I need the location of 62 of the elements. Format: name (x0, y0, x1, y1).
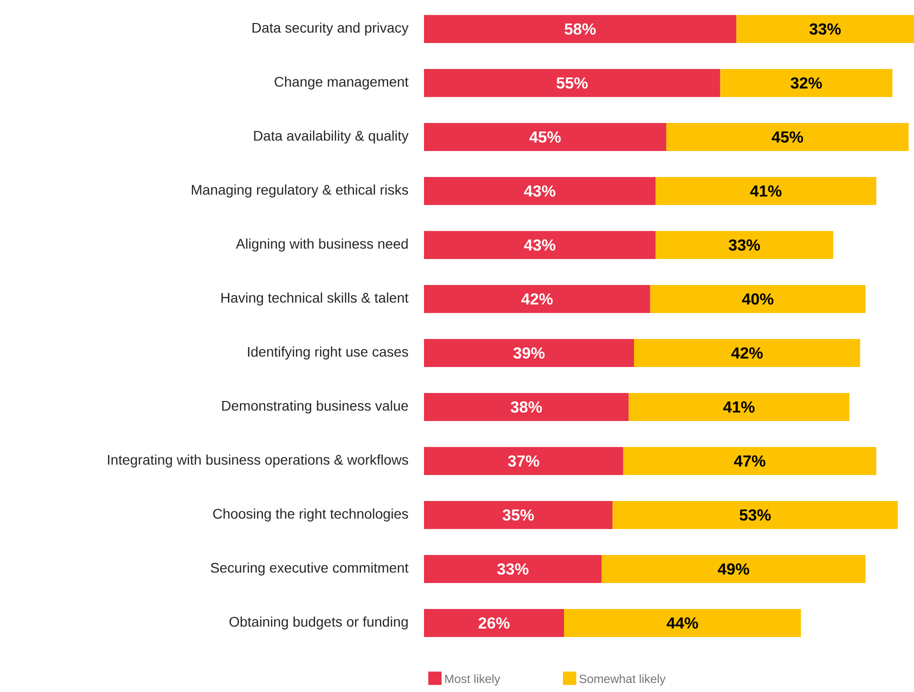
y-tick-label: Data availability & quality (254, 130, 409, 144)
data-label: 40% (742, 293, 774, 305)
bar (623, 446, 876, 475)
data-label: 37% (508, 455, 540, 467)
data-label: 53% (740, 509, 771, 521)
bar (424, 608, 564, 637)
bar (564, 608, 801, 637)
bar (424, 500, 612, 529)
bar (424, 554, 602, 583)
data-label: 45% (772, 131, 804, 143)
bar (720, 69, 892, 97)
data-label: 44% (666, 617, 698, 629)
data-label: 43% (524, 185, 556, 197)
bar (656, 176, 876, 205)
data-label: 42% (731, 347, 763, 359)
bar (656, 231, 834, 259)
bar (424, 392, 629, 421)
y-tick-label: Integrating with business operations & workflows (108, 454, 408, 468)
bar (424, 446, 624, 475)
data-label: 38% (510, 401, 542, 413)
y-tick-label: Demonstrating business value (222, 400, 408, 414)
y-tick-label: Having technical skills & talent (221, 292, 408, 306)
data-label: 33% (810, 23, 841, 35)
data-label: 58% (564, 23, 596, 35)
y-tick-label: Identifying right use cases (248, 346, 408, 360)
y-tick-label: Securing executive commitment (210, 562, 408, 576)
bar (666, 123, 909, 151)
data-label: 55% (556, 77, 588, 89)
bar (424, 123, 666, 151)
bar (424, 231, 656, 259)
legend-label: Most likely (445, 674, 500, 686)
y-tick-label: Choosing the right technologies (213, 508, 408, 522)
data-label: 35% (502, 509, 534, 521)
bar (612, 500, 898, 529)
data-label: 39% (513, 347, 545, 359)
y-tick-label: Obtaining budgets or funding (229, 616, 408, 630)
bar (424, 15, 736, 43)
data-label: 45% (529, 131, 561, 143)
y-tick-label: Managing regulatory & ethical risks (192, 184, 408, 198)
data-label: 33% (497, 563, 528, 575)
bar (424, 176, 656, 205)
bar (634, 338, 860, 367)
data-label: 43% (524, 239, 556, 251)
data-label: 26% (478, 617, 510, 629)
y-tick-label: Data security and privacy (252, 22, 409, 36)
bar (628, 392, 850, 421)
legend-label: Somewhat likely (579, 674, 666, 686)
bar (650, 284, 866, 313)
bar (602, 554, 866, 583)
data-label: 49% (718, 563, 750, 575)
data-label: 47% (734, 455, 766, 467)
data-label: 41% (723, 401, 755, 413)
data-label: 41% (750, 185, 782, 197)
y-tick-label: Aligning with business need (236, 238, 408, 252)
y-tick-label: Change management (274, 76, 408, 90)
data-label: 42% (521, 293, 553, 305)
bar (736, 15, 914, 43)
data-label: 33% (728, 239, 760, 251)
bar (424, 69, 720, 97)
bar (424, 338, 634, 367)
data-label: 32% (790, 77, 822, 89)
bar (424, 284, 650, 313)
